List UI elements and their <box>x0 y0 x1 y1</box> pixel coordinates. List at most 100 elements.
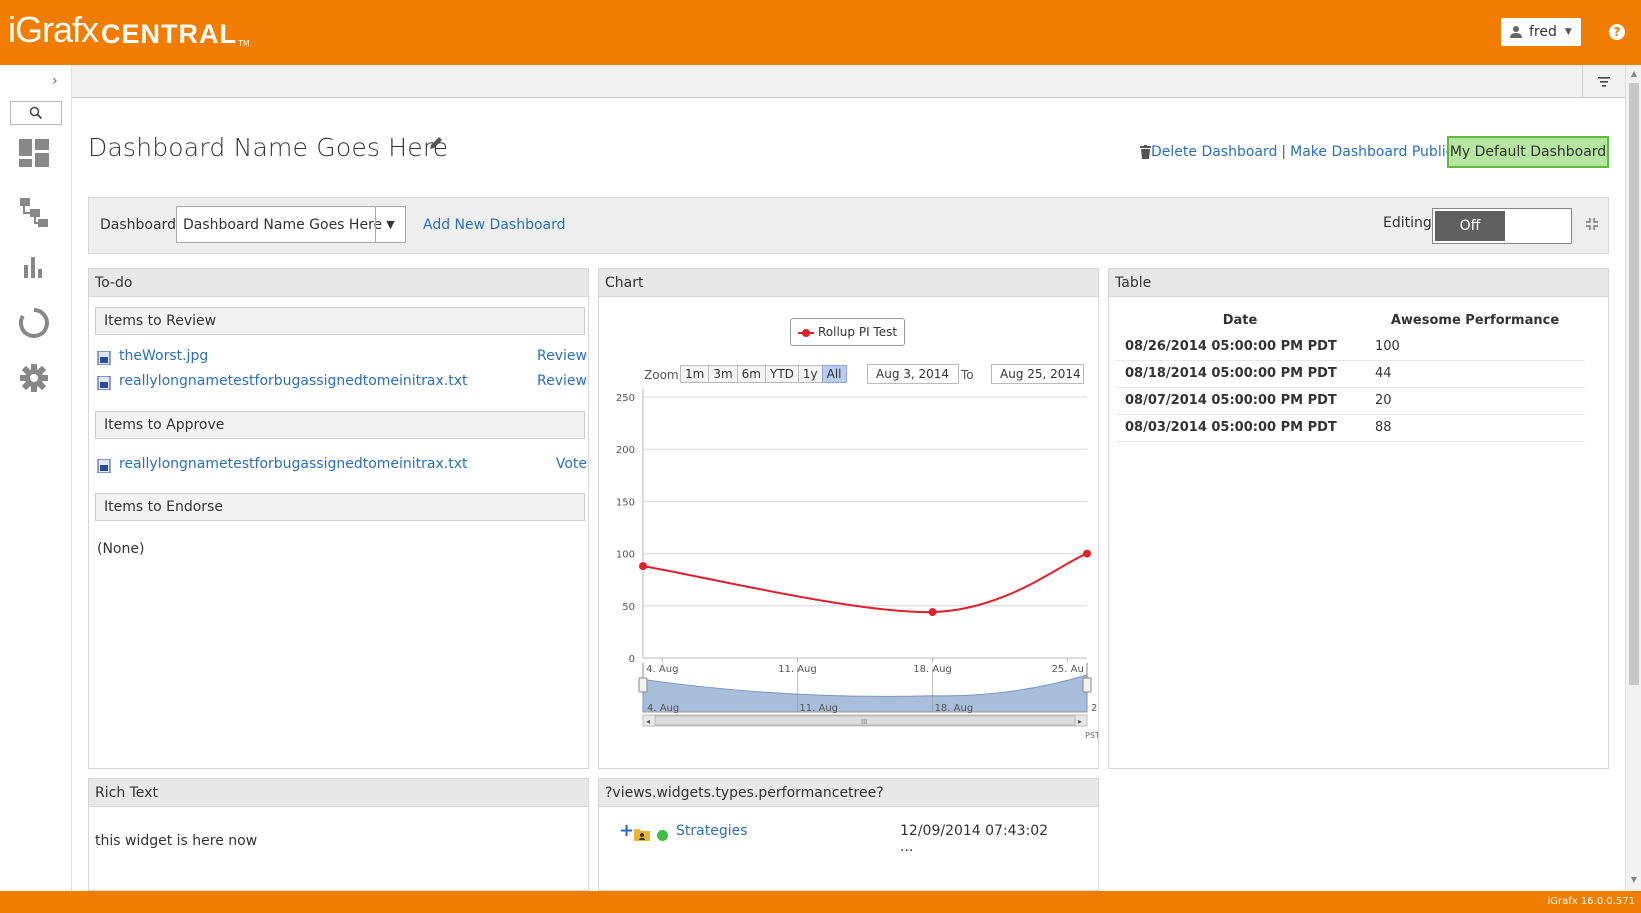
add-new-dashboard-link[interactable]: Add New Dashboard <box>423 217 566 233</box>
table-widget-title: Table <box>1109 269 1608 297</box>
dashboard-select[interactable]: Dashboard Name Goes Here ▼ <box>176 206 406 243</box>
x-tick-label: 25. Au <box>1052 664 1084 675</box>
version-text: iGrafx 16.0.0.571 <box>1547 896 1635 907</box>
user-icon <box>1510 26 1522 38</box>
collapse-icon[interactable] <box>1586 218 1598 230</box>
review-action-link[interactable]: Review <box>537 348 587 364</box>
header-links: Delete Dashboard | Make Dashboard Public <box>1140 144 1453 160</box>
bar-chart-icon[interactable] <box>18 251 50 283</box>
scroll-right-icon: ▸ <box>1078 717 1082 726</box>
tree-node: + Strategies 12/09/2014 07:43:02 ... <box>619 820 1059 855</box>
expand-plus-icon[interactable]: + <box>619 820 635 841</box>
data-point <box>639 562 647 571</box>
scroll-left-icon: ◂ <box>646 717 650 726</box>
table-row: 08/18/2014 05:00:00 PM PDT 44 <box>1115 360 1585 388</box>
rich-text-widget-title: Rich Text <box>89 779 588 807</box>
table-row: 08/26/2014 05:00:00 PM PDT 100 <box>1115 333 1585 361</box>
y-tick-label: 100 <box>616 550 635 561</box>
caret-down-icon: ▼ <box>1564 27 1572 37</box>
igrafx-central-logo[interactable]: iGrafx CENTRAL TM <box>8 10 250 50</box>
editing-toggle[interactable]: Off <box>1432 208 1572 244</box>
help-icon[interactable]: ? <box>1609 24 1625 40</box>
status-green-dot-icon <box>657 830 668 841</box>
scrollbar-thumb[interactable] <box>1629 83 1639 685</box>
tree-node-name[interactable]: Strategies <box>676 823 748 839</box>
line-chart: 0 50 100 150 200 250 4. Aug 11. Aug 18. Aug 25. A… <box>616 389 1098 740</box>
table-row: 08/03/2014 05:00:00 PM PDT 88 <box>1115 414 1585 442</box>
list-item: theWorst.jpg Review <box>97 348 587 368</box>
scroll-grip-icon: III <box>861 718 867 726</box>
column-header-date[interactable]: Date <box>1222 312 1258 328</box>
zoom-button-group: 1m 3m 6m YTD 1y All <box>680 365 847 383</box>
x-tick-label: 4. Aug <box>646 664 678 675</box>
user-name: fred <box>1529 24 1557 40</box>
folder-user-icon <box>634 829 650 841</box>
date-cell: 08/26/2014 05:00:00 PM PDT <box>1115 333 1365 361</box>
file-icon <box>97 351 111 365</box>
scroll-down-icon[interactable]: ▼ <box>1630 875 1638 884</box>
vertical-scrollbar[interactable]: ▲ ▼ <box>1625 65 1641 891</box>
y-tick-label: 200 <box>616 445 635 456</box>
y-tick-label: 0 <box>629 654 635 665</box>
chart-legend[interactable]: Rollup PI Test <box>790 318 905 346</box>
zoom-all-button[interactable]: All <box>821 365 847 383</box>
zoom-6m-button[interactable]: 6m <box>736 365 766 383</box>
todo-widget-title: To-do <box>89 269 588 297</box>
make-public-link[interactable]: Make Dashboard Public <box>1290 144 1454 160</box>
y-tick-label: 150 <box>616 497 635 508</box>
page-title: Dashboard Name Goes Here <box>88 133 449 162</box>
pencil-edit-icon[interactable] <box>428 135 444 151</box>
timezone-label: PST <box>1085 731 1098 740</box>
table-widget: Table Date Awesome Performance 08/26/201… <box>1108 268 1609 769</box>
review-action-link[interactable]: Review <box>537 373 587 389</box>
review-item-name[interactable]: reallylongnametestforbugassignedtomeinit… <box>119 373 468 389</box>
dashboard-icon[interactable] <box>18 137 50 169</box>
items-to-approve-header: Items to Approve <box>95 411 585 439</box>
list-item: reallylongnametestforbugassignedtomeinit… <box>97 456 587 476</box>
logo-trademark: TM <box>238 39 250 48</box>
circle-progress-icon[interactable] <box>18 307 50 339</box>
approve-item-name[interactable]: reallylongnametestforbugassignedtomeinit… <box>119 456 468 472</box>
user-menu-button[interactable]: fred ▼ <box>1501 18 1581 46</box>
date-cell: 08/03/2014 05:00:00 PM PDT <box>1115 414 1365 442</box>
top-bar: iGrafx CENTRAL TM fred ▼ ? <box>0 0 1641 65</box>
to-date-input[interactable]: Aug 25, 2014 <box>991 364 1084 384</box>
list-item: reallylongnametestforbugassignedtomeinit… <box>97 373 587 393</box>
tree-node-date: 12/09/2014 07:43:02 ... <box>900 823 1049 855</box>
todo-widget: To-do Items to Review theWorst.jpg Revie… <box>88 268 589 769</box>
navigator-area <box>642 674 1088 713</box>
vote-action-link[interactable]: Vote <box>555 456 587 472</box>
zoom-label: Zoom <box>644 368 679 382</box>
scroll-up-icon[interactable]: ▲ <box>1630 69 1638 78</box>
logo-sub: CENTRAL <box>101 19 238 49</box>
navigator-scrollbar-thumb <box>654 715 1076 726</box>
filter-button[interactable] <box>1582 65 1625 98</box>
my-default-dashboard-button[interactable]: My Default Dashboard <box>1447 136 1609 168</box>
performance-tree-widget: ?views.widgets.types.performancetree? + … <box>598 778 1099 891</box>
settings-gear-icon[interactable] <box>18 362 50 394</box>
zoom-3m-button[interactable]: 3m <box>708 365 738 383</box>
zoom-ytd-button[interactable]: YTD <box>764 365 799 383</box>
hierarchy-icon[interactable] <box>18 196 50 228</box>
delete-dashboard-link[interactable]: Delete Dashboard <box>1151 144 1278 160</box>
filter-lines-icon <box>1598 76 1610 87</box>
secondary-toolbar <box>72 65 1625 98</box>
date-cell: 08/18/2014 05:00:00 PM PDT <box>1115 360 1365 388</box>
trash-icon[interactable] <box>1140 145 1151 159</box>
column-header-performance[interactable]: Awesome Performance <box>1390 312 1560 328</box>
dropdown-arrow-icon[interactable]: ▼ <box>375 207 405 242</box>
items-to-review-header: Items to Review <box>95 307 585 335</box>
logo-main: iGrafx <box>8 9 99 50</box>
review-item-name[interactable]: theWorst.jpg <box>119 348 209 364</box>
value-cell: 100 <box>1365 333 1585 361</box>
to-label: To <box>961 368 974 382</box>
chevron-right-icon[interactable]: › <box>52 73 58 89</box>
file-icon <box>97 459 111 473</box>
performance-tree-widget-title: ?views.widgets.types.performancetree? <box>599 779 1098 807</box>
table-row: 08/07/2014 05:00:00 PM PDT 20 <box>1115 387 1585 415</box>
y-tick-label: 50 <box>622 602 635 613</box>
nav-search-button[interactable] <box>10 101 62 125</box>
series-line-rollup-pi-test <box>642 552 1088 614</box>
dashboard-control-bar: Dashboard Dashboard Name Goes Here ▼ Add… <box>88 197 1609 254</box>
from-date-input[interactable]: Aug 3, 2014 <box>867 364 959 384</box>
